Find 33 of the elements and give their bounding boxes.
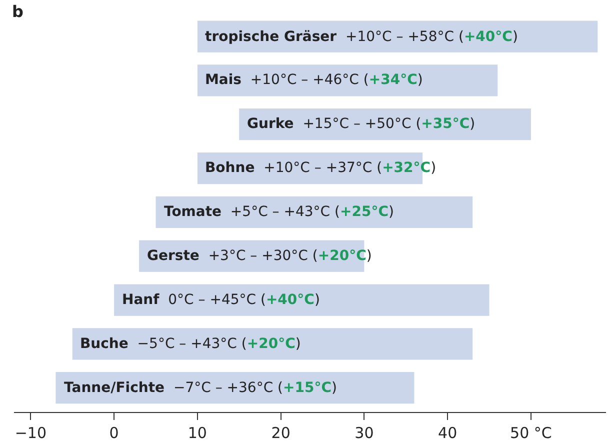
bar (156, 196, 473, 228)
y-tick-label: tropische Gräser (205, 29, 337, 45)
y-tick-label: Bohne (205, 160, 255, 176)
x-tick-label: 50 °C (510, 424, 552, 442)
annotation: +3°C – +30°C (+20°C) (208, 248, 372, 264)
x-tick-label: 30 (354, 424, 374, 442)
bar (239, 108, 531, 140)
x-tick-label: 10 (188, 424, 207, 442)
x-tick-label: 0 (109, 424, 119, 442)
annotation: −5°C – +43°C (+20°C) (137, 336, 301, 352)
x-tick-label: 40 (438, 424, 458, 442)
y-tick-label: Mais (205, 72, 242, 88)
y-tick-label: Buche (80, 336, 128, 352)
annotation: +10°C – +58°C (+40°C) (345, 29, 518, 45)
annotation: −7°C – +36°C (+15°C) (173, 380, 337, 396)
bar (197, 20, 598, 52)
chart-title: b (12, 2, 24, 21)
y-tick-label: Tomate (164, 204, 222, 220)
annotation: +10°C – +46°C (+34°C) (250, 72, 423, 88)
bar (56, 372, 414, 404)
x-tick-label: −10 (14, 424, 47, 442)
annotation: +10°C – +37°C (+32°C) (264, 160, 436, 176)
y-tick-label: Gurke (247, 116, 294, 132)
annotation: +15°C – +50°C (+35°C) (302, 116, 476, 132)
bar (197, 64, 498, 96)
bar (114, 284, 490, 316)
y-tick-label: Tanne/Fichte (64, 380, 165, 396)
y-tick-label: Hanf (122, 292, 160, 308)
bar (72, 328, 473, 360)
y-tick-label: Gerste (147, 248, 200, 264)
annotation: +5°C – +43°C (+25°C) (230, 204, 394, 220)
x-tick-label: 20 (271, 424, 290, 442)
annotation: 0°C – +45°C (+40°C) (168, 292, 320, 308)
